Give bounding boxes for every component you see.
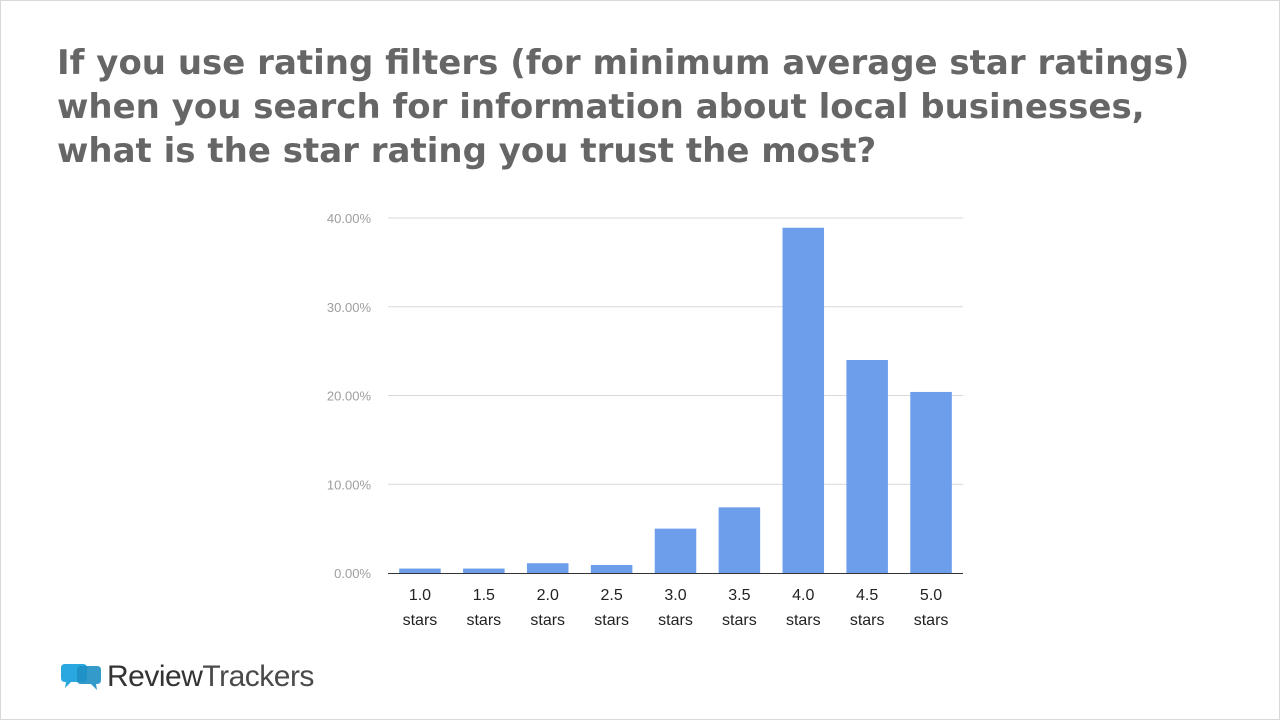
y-tick-label: 30.00% <box>327 300 372 315</box>
x-tick-label: 2.0 stars <box>530 587 565 629</box>
x-tick-label: 4.5 stars <box>850 587 885 629</box>
x-tick-label-line: stars <box>786 612 821 629</box>
x-tick-label-line: 5.0 <box>920 587 942 604</box>
brand-name-part2: Trackers <box>202 660 314 693</box>
x-tick-label: 3.5 stars <box>722 587 757 629</box>
x-tick-label-line: stars <box>466 612 501 629</box>
x-tick-label-line: stars <box>594 612 629 629</box>
x-tick-label: 2.5 stars <box>594 587 629 629</box>
bar <box>463 568 505 573</box>
bar <box>590 565 633 573</box>
x-tick-label: 4.0 stars <box>786 587 821 629</box>
x-tick-label: 1.0 stars <box>403 587 438 629</box>
bar <box>718 507 761 573</box>
brand-name: ReviewTrackers <box>107 660 314 694</box>
bar <box>399 568 441 573</box>
brand-name-part1: Review <box>107 660 203 693</box>
chart-title: If you use rating filters (for minimum a… <box>57 43 1190 171</box>
bar <box>654 528 697 573</box>
x-tick-label: 3.0 stars <box>658 587 693 629</box>
y-tick-label: 20.00% <box>327 389 372 404</box>
y-tick-label: 0.00% <box>334 566 371 581</box>
x-tick-label-line: 4.0 <box>792 587 814 604</box>
bar <box>782 227 825 573</box>
y-tick-label: 10.00% <box>327 477 372 492</box>
x-tick-label-line: stars <box>658 612 693 629</box>
x-tick-label-line: stars <box>850 612 885 629</box>
x-tick-label-line: 3.5 <box>728 587 750 604</box>
x-tick-label-line: stars <box>722 612 757 629</box>
y-tick-label: 40.00% <box>327 211 372 226</box>
x-tick-label-line: 3.0 <box>664 587 686 604</box>
x-tick-label-line: stars <box>914 612 949 629</box>
x-tick-label-line: 1.0 <box>409 587 431 604</box>
bar <box>910 391 952 573</box>
x-tick-label-line: stars <box>403 612 438 629</box>
bar <box>846 360 888 573</box>
x-tick-label-line: stars <box>530 612 565 629</box>
bar <box>526 563 569 573</box>
review-trackers-logo: ReviewTrackers <box>59 657 314 697</box>
x-tick-label: 1.5 stars <box>466 587 501 629</box>
x-tick-label-line: 1.5 <box>473 587 495 604</box>
x-tick-label-line: 4.5 <box>856 587 878 604</box>
speech-bubbles-icon <box>61 664 101 690</box>
x-tick-label-line: 2.0 <box>537 587 559 604</box>
x-tick-label: 5.0 stars <box>914 587 949 629</box>
x-tick-label-line: 2.5 <box>600 587 622 604</box>
